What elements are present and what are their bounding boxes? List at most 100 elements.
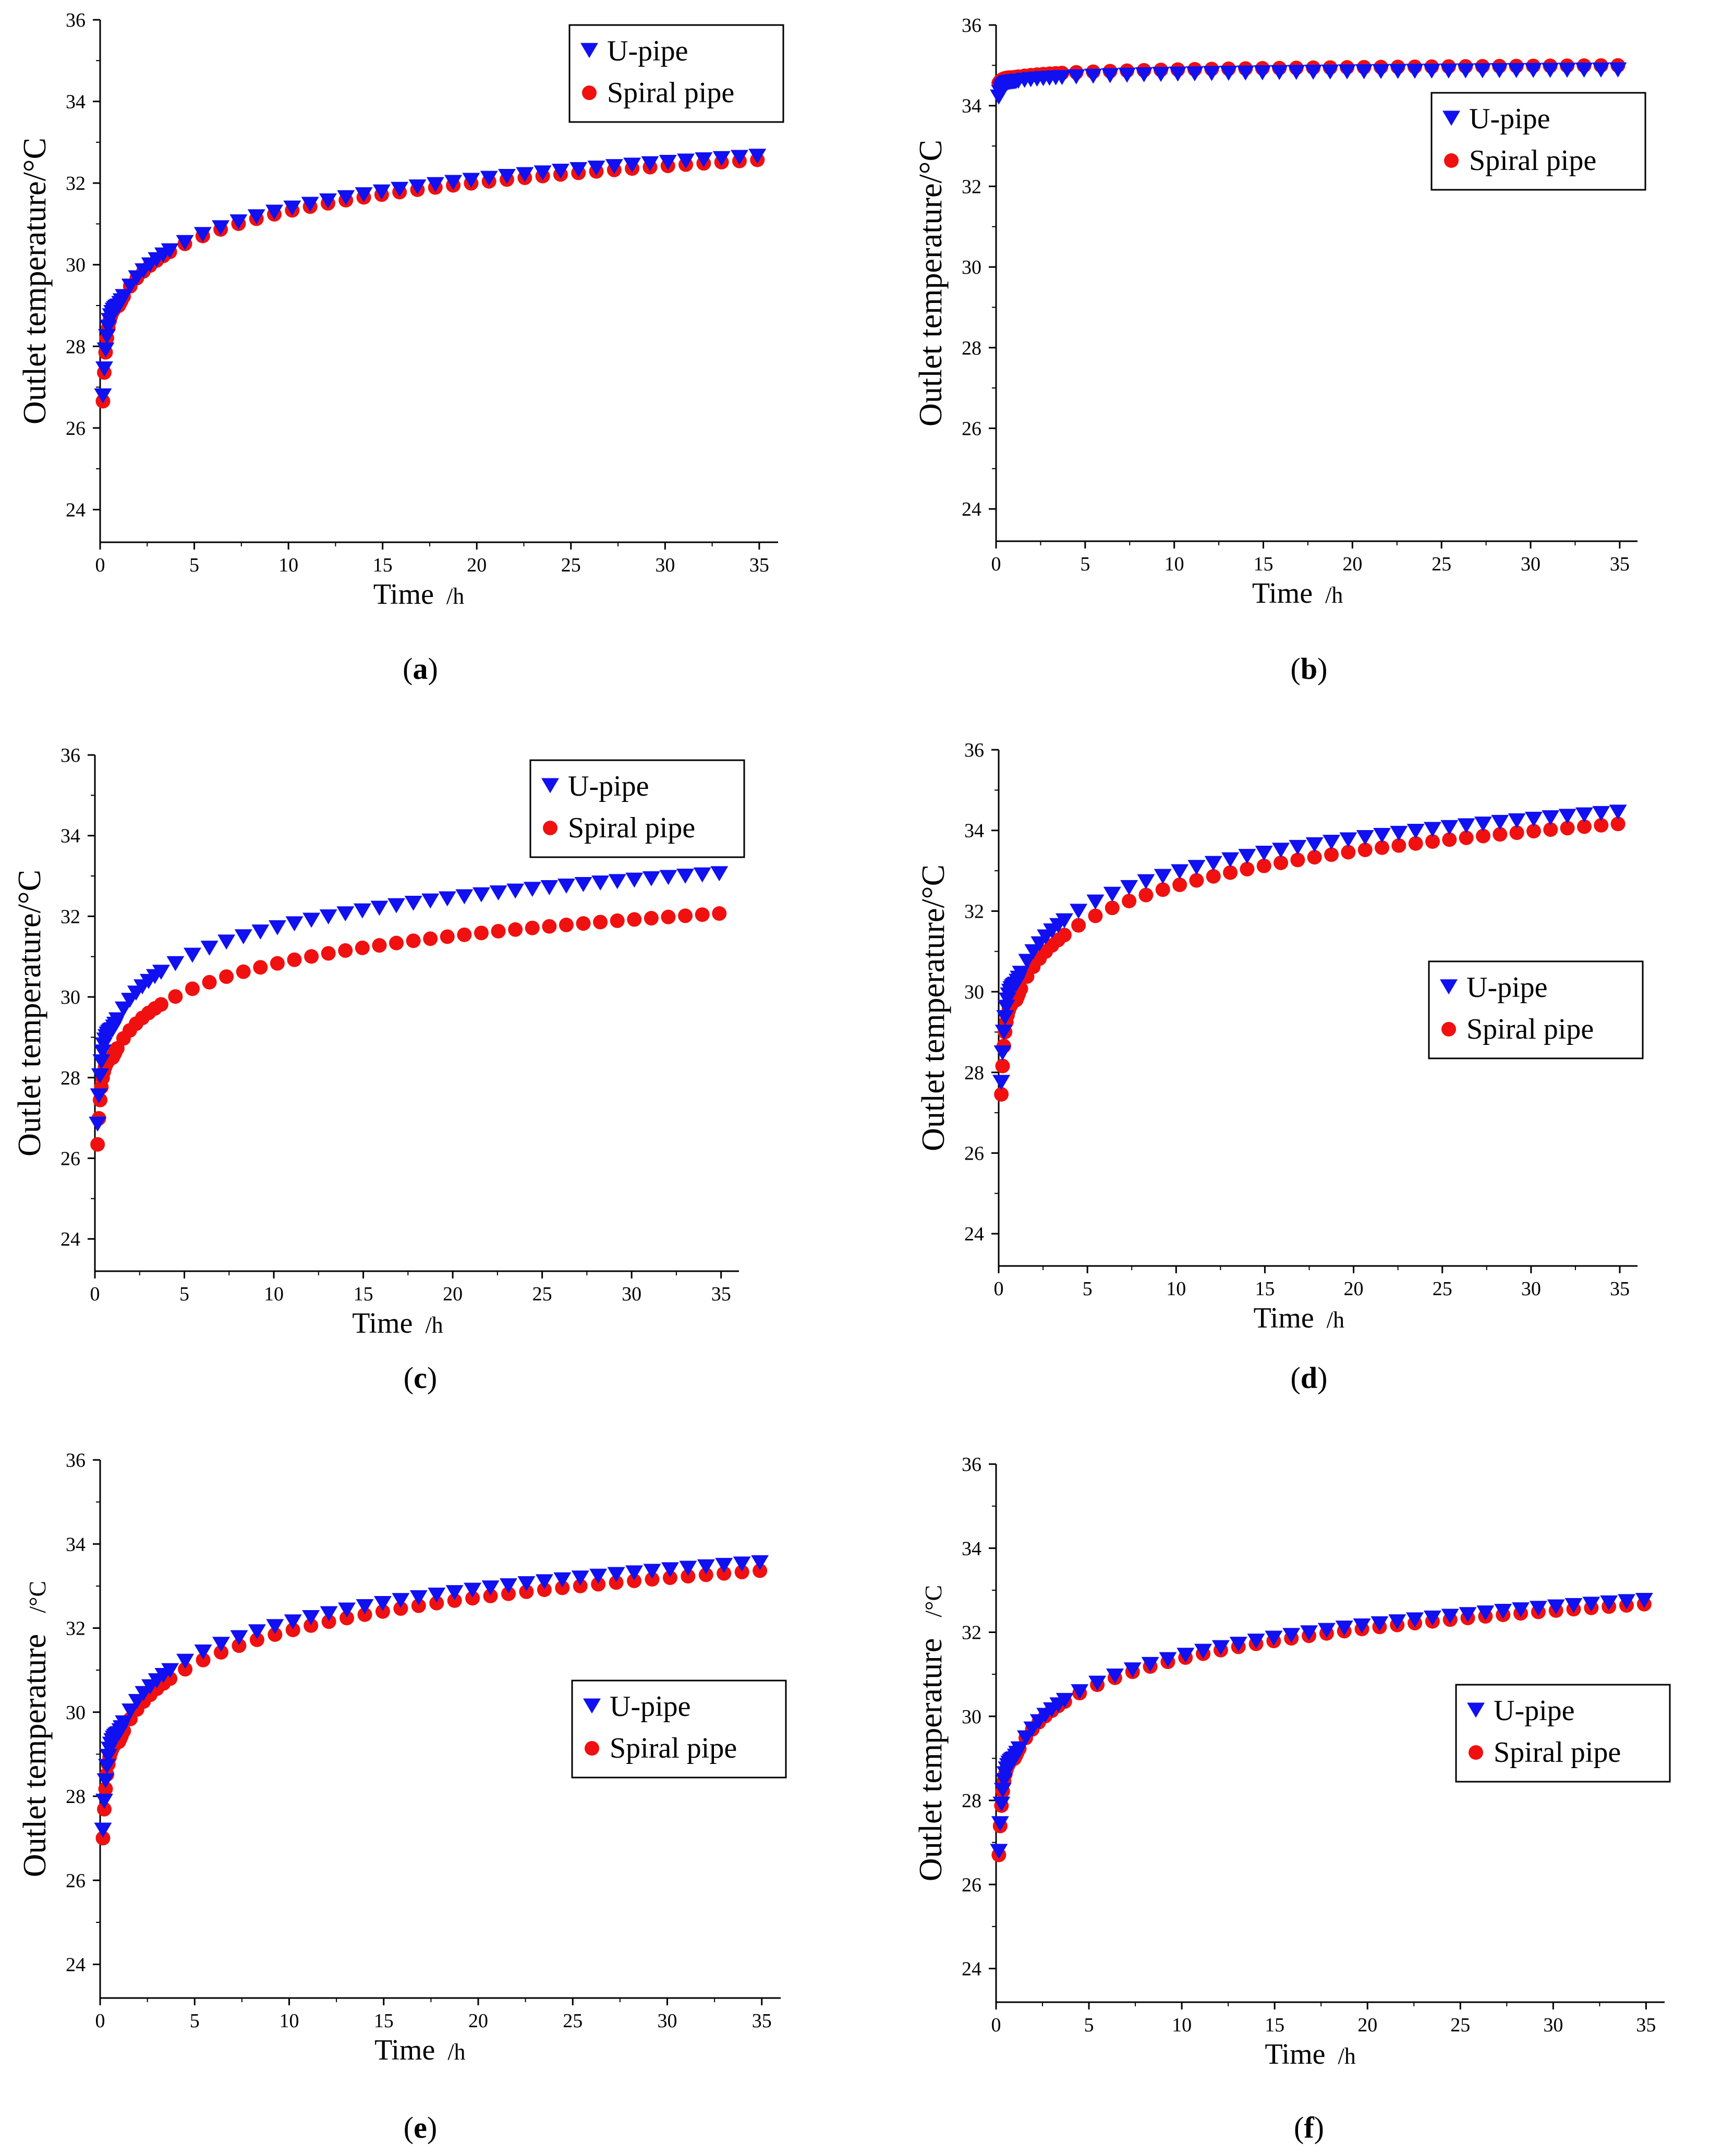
data-point-spiral-pipe xyxy=(644,911,659,926)
data-point-u-pipe xyxy=(98,1759,116,1774)
data-point-spiral-pipe xyxy=(474,925,489,941)
data-point-u-pipe xyxy=(1373,827,1391,843)
data-point-u-pipe xyxy=(991,1816,1009,1832)
data-point-u-pipe xyxy=(1355,64,1373,79)
data-point-u-pipe xyxy=(1123,1662,1142,1678)
x-tick-label: 35 xyxy=(1610,553,1630,575)
data-point-u-pipe xyxy=(990,1844,1008,1859)
data-point-u-pipe xyxy=(506,883,525,899)
data-point-spiral-pipe xyxy=(1577,819,1592,834)
legend-box xyxy=(1428,960,1644,1059)
data-point-u-pipe xyxy=(677,153,695,169)
data-point-u-pipe xyxy=(356,1599,374,1614)
data-point-spiral-pipe xyxy=(1172,877,1187,892)
data-point-u-pipe xyxy=(730,150,748,165)
legend-marker-triangle xyxy=(541,778,559,794)
x-tick-label: 5 xyxy=(1083,1278,1093,1300)
data-point-u-pipe xyxy=(1238,849,1256,864)
data-point-spiral-pipe xyxy=(457,927,472,942)
data-point-u-pipe xyxy=(98,329,116,345)
caption-open: ( xyxy=(1291,652,1301,686)
data-point-u-pipe xyxy=(1565,1598,1583,1613)
data-point-spiral-pipe xyxy=(1610,817,1626,832)
data-point-u-pipe xyxy=(268,920,286,935)
y-axis-label: Outlet temperature/°C xyxy=(12,870,47,1156)
x-tick-label: 15 xyxy=(354,1283,373,1305)
data-point-u-pipe xyxy=(608,874,626,890)
y-axis-title: Outlet temperature/°C xyxy=(17,1581,53,1877)
x-axis-label: Time xyxy=(1254,1302,1314,1334)
data-point-spiral-pipe xyxy=(321,1614,336,1629)
y-tick-label: 36 xyxy=(66,1449,86,1471)
data-point-spiral-pipe xyxy=(1442,832,1457,847)
data-point-u-pipe xyxy=(283,200,301,216)
data-point-u-pipe xyxy=(194,1645,212,1660)
data-point-u-pipe xyxy=(693,867,711,883)
legend: U-pipe Spiral pipe xyxy=(529,759,745,858)
data-point-spiral-pipe xyxy=(591,1577,606,1592)
data-point-u-pipe xyxy=(92,1054,111,1069)
y-tick-label: 24 xyxy=(60,1228,80,1250)
panel-caption: (a) xyxy=(403,652,438,686)
data-point-u-pipe xyxy=(1558,809,1577,824)
data-point-u-pipe xyxy=(641,156,659,172)
data-point-u-pipe xyxy=(1592,62,1610,78)
y-axis-unit: /°C xyxy=(920,1585,947,1617)
data-point-u-pipe xyxy=(1490,63,1509,78)
data-point-u-pipe xyxy=(337,190,355,205)
data-point-u-pipe xyxy=(535,1574,553,1590)
data-point-u-pipe xyxy=(183,947,201,963)
y-tick-label: 34 xyxy=(66,91,86,113)
data-point-u-pipe xyxy=(551,163,569,179)
x-axis-title: Time/h xyxy=(1265,2038,1355,2070)
y-axis-title: Outlet temperature/°C xyxy=(12,870,47,1156)
x-tick-label: 0 xyxy=(991,553,1001,575)
y-tick-label: 32 xyxy=(964,900,984,922)
data-point-u-pipe xyxy=(1265,1630,1283,1646)
data-point-spiral-pipe xyxy=(645,1572,660,1587)
x-tick-label: 0 xyxy=(95,2010,105,2032)
data-point-u-pipe xyxy=(733,1556,751,1572)
data-point-u-pipe xyxy=(1459,1607,1477,1623)
data-point-u-pipe xyxy=(1390,825,1408,841)
y-axis-label: Outlet temperature xyxy=(913,1638,949,1882)
data-point-spiral-pipe xyxy=(1391,838,1406,853)
chart-panel-b: 0 5 10 15 20 25 30 35 24 26 28 30 32 34 36 Time/h Outlet… xyxy=(913,15,1646,686)
data-point-u-pipe xyxy=(1300,1625,1318,1641)
data-point-u-pipe xyxy=(373,1595,392,1611)
series-spiral-pipe xyxy=(95,152,765,409)
legend-marker-circle xyxy=(1444,153,1459,168)
data-point-u-pipe xyxy=(193,227,212,242)
data-point-u-pipe xyxy=(1305,837,1324,852)
legend-label-u-pipe: U-pipe xyxy=(568,770,649,802)
data-point-u-pipe xyxy=(712,151,731,166)
data-point-spiral-pipe xyxy=(202,975,217,990)
x-tick-label: 15 xyxy=(374,2010,394,2032)
x-axis-unit: /h xyxy=(1325,582,1343,608)
data-point-spiral-pipe xyxy=(753,1563,768,1578)
legend-marker-circle xyxy=(585,1741,599,1756)
data-point-spiral-pipe xyxy=(1274,855,1289,870)
y-axis-title: Outlet temperature/°C xyxy=(17,138,53,424)
caption-close: ) xyxy=(1317,1361,1327,1395)
data-point-spiral-pipe xyxy=(465,1591,480,1606)
data-point-u-pipe xyxy=(336,906,355,922)
data-point-u-pipe xyxy=(1371,1616,1389,1631)
x-tick-label: 20 xyxy=(467,554,487,576)
data-point-spiral-pipe xyxy=(1138,887,1154,903)
y-tick-label: 26 xyxy=(962,1874,981,1896)
y-tick-label: 28 xyxy=(964,1062,984,1084)
data-point-u-pipe xyxy=(1304,65,1323,80)
data-point-spiral-pipe xyxy=(232,1638,247,1653)
data-point-u-pipe xyxy=(91,1068,109,1083)
data-point-u-pipe xyxy=(661,1562,679,1578)
legend-box xyxy=(529,759,745,858)
x-tick-label: 10 xyxy=(1165,553,1184,575)
data-point-u-pipe xyxy=(557,878,575,894)
data-point-spiral-pipe xyxy=(372,938,387,953)
data-point-u-pipe xyxy=(1423,63,1441,79)
data-point-u-pipe xyxy=(1441,1609,1459,1624)
x-axis-title: Time/h xyxy=(1252,577,1343,610)
legend: U-pipe Spiral pipe xyxy=(1428,960,1644,1059)
x-axis-label: Time xyxy=(374,2034,435,2066)
